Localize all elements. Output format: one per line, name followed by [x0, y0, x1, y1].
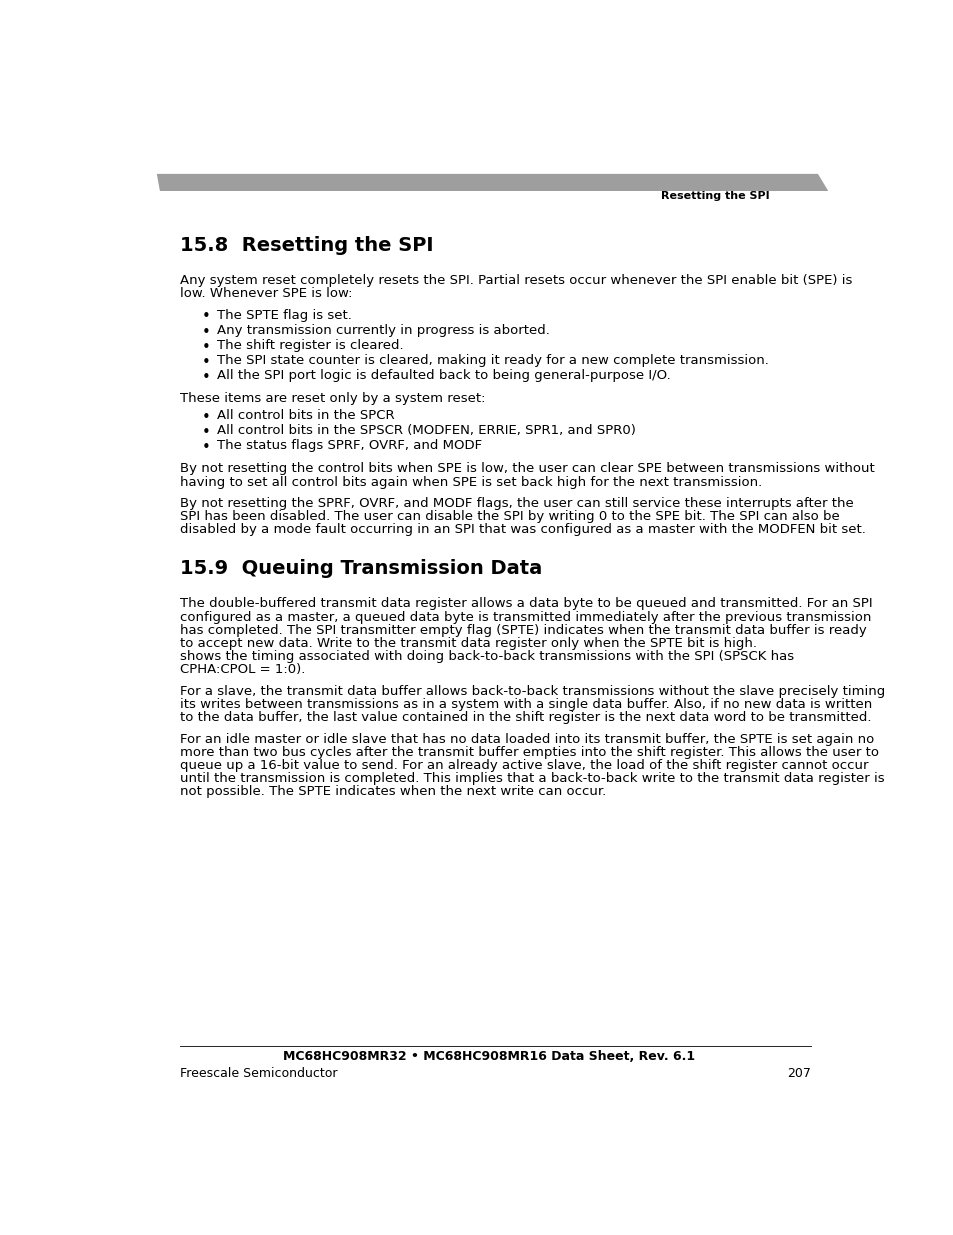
Text: low. Whenever SPE is low:: low. Whenever SPE is low: [180, 287, 352, 300]
Text: All control bits in the SPSCR (MODFEN, ERRIE, SPR1, and SPR0): All control bits in the SPSCR (MODFEN, E… [216, 424, 635, 437]
Text: until the transmission is completed. This implies that a back-to-back write to t: until the transmission is completed. Thi… [180, 772, 883, 785]
Text: Any system reset completely resets the SPI. Partial resets occur whenever the SP: Any system reset completely resets the S… [180, 274, 851, 287]
Text: The shift register is cleared.: The shift register is cleared. [216, 338, 403, 352]
Text: CPHA:CPOL = 1:0).: CPHA:CPOL = 1:0). [180, 663, 305, 676]
Text: •: • [202, 369, 211, 384]
Text: For an idle master or idle slave that has no data loaded into its transmit buffe: For an idle master or idle slave that ha… [180, 732, 873, 746]
Text: shows the timing associated with doing back-to-back transmissions with the SPI (: shows the timing associated with doing b… [180, 650, 793, 663]
Text: All control bits in the SPCR: All control bits in the SPCR [216, 409, 394, 422]
Text: All the SPI port logic is defaulted back to being general-purpose I/O.: All the SPI port logic is defaulted back… [216, 368, 670, 382]
Text: •: • [202, 410, 211, 425]
Text: queue up a 16-bit value to send. For an already active slave, the load of the sh: queue up a 16-bit value to send. For an … [180, 758, 867, 772]
Text: The double-buffered transmit data register allows a data byte to be queued and t: The double-buffered transmit data regist… [180, 598, 872, 610]
Text: configured as a master, a queued data byte is transmitted immediately after the : configured as a master, a queued data by… [180, 610, 870, 624]
Text: 15.9  Queuing Transmission Data: 15.9 Queuing Transmission Data [180, 559, 541, 578]
Text: •: • [202, 425, 211, 440]
Text: MC68HC908MR32 • MC68HC908MR16 Data Sheet, Rev. 6.1: MC68HC908MR32 • MC68HC908MR16 Data Sheet… [283, 1050, 694, 1062]
Text: having to set all control bits again when SPE is set back high for the next tran: having to set all control bits again whe… [180, 475, 761, 489]
Text: more than two bus cycles after the transmit buffer empties into the shift regist: more than two bus cycles after the trans… [180, 746, 878, 758]
Text: The status flags SPRF, OVRF, and MODF: The status flags SPRF, OVRF, and MODF [216, 438, 481, 452]
Polygon shape [156, 174, 827, 191]
Text: •: • [202, 354, 211, 369]
Text: SPI has been disabled. The user can disable the SPI by writing 0 to the SPE bit.: SPI has been disabled. The user can disa… [180, 510, 839, 524]
Text: Freescale Semiconductor: Freescale Semiconductor [180, 1067, 337, 1079]
Text: For a slave, the transmit data buffer allows back-to-back transmissions without : For a slave, the transmit data buffer al… [180, 684, 884, 698]
Text: By not resetting the SPRF, OVRF, and MODF flags, the user can still service thes: By not resetting the SPRF, OVRF, and MOD… [180, 498, 853, 510]
Text: These items are reset only by a system reset:: These items are reset only by a system r… [180, 393, 485, 405]
Text: has completed. The SPI transmitter empty flag (SPTE) indicates when the transmit: has completed. The SPI transmitter empty… [180, 624, 865, 637]
Text: 15.8  Resetting the SPI: 15.8 Resetting the SPI [180, 236, 433, 254]
Text: 207: 207 [786, 1067, 810, 1079]
Text: not possible. The SPTE indicates when the next write can occur.: not possible. The SPTE indicates when th… [180, 785, 605, 798]
Text: •: • [202, 325, 211, 340]
Text: to accept new data. Write to the transmit data register only when the SPTE bit i: to accept new data. Write to the transmi… [180, 637, 760, 650]
Text: •: • [202, 310, 211, 325]
Text: By not resetting the control bits when SPE is low, the user can clear SPE betwee: By not resetting the control bits when S… [180, 462, 874, 475]
Text: disabled by a mode fault occurring in an SPI that was configured as a master wit: disabled by a mode fault occurring in an… [180, 524, 864, 536]
Text: •: • [202, 440, 211, 454]
Text: The SPTE flag is set.: The SPTE flag is set. [216, 309, 352, 321]
Text: •: • [202, 340, 211, 354]
Text: Resetting the SPI: Resetting the SPI [660, 190, 769, 200]
Text: The SPI state counter is cleared, making it ready for a new complete transmissio: The SPI state counter is cleared, making… [216, 353, 768, 367]
Text: Any transmission currently in progress is aborted.: Any transmission currently in progress i… [216, 324, 549, 337]
Text: to the data buffer, the last value contained in the shift register is the next d: to the data buffer, the last value conta… [180, 711, 870, 724]
Text: its writes between transmissions as in a system with a single data buffer. Also,: its writes between transmissions as in a… [180, 698, 871, 711]
